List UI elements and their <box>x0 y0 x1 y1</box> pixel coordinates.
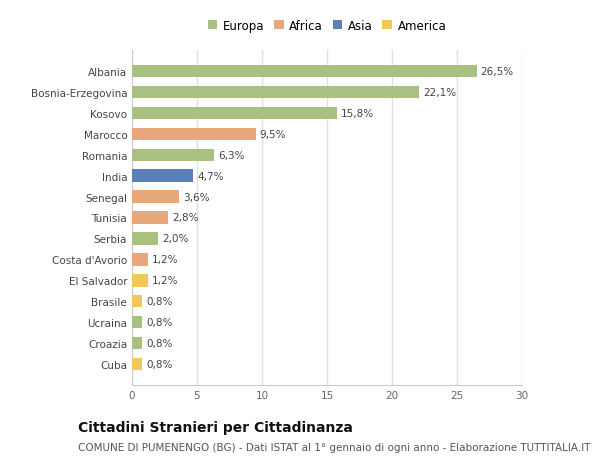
Bar <box>132 66 476 78</box>
Text: COMUNE DI PUMENENGO (BG) - Dati ISTAT al 1° gennaio di ogni anno - Elaborazione : COMUNE DI PUMENENGO (BG) - Dati ISTAT al… <box>78 442 590 452</box>
Text: 0,8%: 0,8% <box>146 317 173 327</box>
Bar <box>132 316 142 329</box>
Bar <box>132 233 158 245</box>
Text: 0,8%: 0,8% <box>146 359 173 369</box>
Text: 4,7%: 4,7% <box>197 171 223 181</box>
Text: 2,8%: 2,8% <box>172 213 199 223</box>
Bar <box>132 253 148 266</box>
Bar <box>132 87 419 99</box>
Bar <box>132 337 142 349</box>
Bar <box>132 274 148 287</box>
Text: 0,8%: 0,8% <box>146 338 173 348</box>
Text: 0,8%: 0,8% <box>146 297 173 307</box>
Bar <box>132 170 193 183</box>
Bar <box>132 295 142 308</box>
Text: 3,6%: 3,6% <box>182 192 209 202</box>
Text: Cittadini Stranieri per Cittadinanza: Cittadini Stranieri per Cittadinanza <box>78 420 353 434</box>
Legend: Europa, Africa, Asia, America: Europa, Africa, Asia, America <box>208 20 446 33</box>
Text: 26,5%: 26,5% <box>481 67 514 77</box>
Text: 9,5%: 9,5% <box>259 129 286 140</box>
Text: 15,8%: 15,8% <box>341 109 374 119</box>
Text: 2,0%: 2,0% <box>162 234 188 244</box>
Text: 22,1%: 22,1% <box>423 88 457 98</box>
Bar <box>132 212 169 224</box>
Bar <box>132 149 214 162</box>
Text: 6,3%: 6,3% <box>218 151 244 161</box>
Bar <box>132 107 337 120</box>
Text: 1,2%: 1,2% <box>151 275 178 285</box>
Bar <box>132 191 179 203</box>
Text: 1,2%: 1,2% <box>151 255 178 265</box>
Bar <box>132 129 256 141</box>
Bar <box>132 358 142 370</box>
